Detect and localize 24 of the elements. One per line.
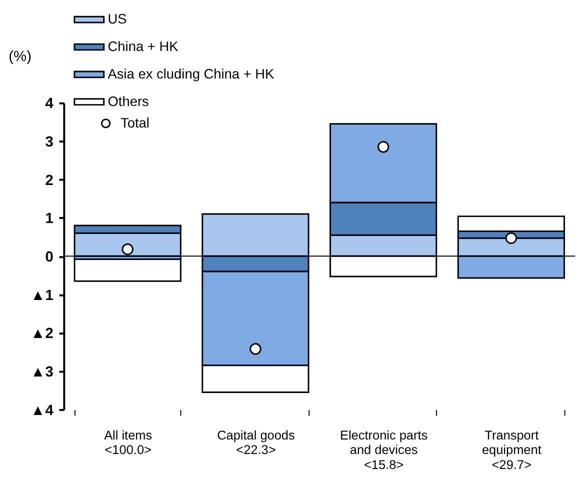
- legend-label: US: [108, 11, 127, 26]
- x-tick-label: Capital goods <22.3>: [217, 427, 295, 458]
- y-tick-label: ▲4: [30, 402, 54, 419]
- x-tick-label: Electronic parts and devices <15.8>: [340, 427, 428, 472]
- legend-label: Asia ex cluding China + HK: [108, 66, 274, 82]
- point: [250, 343, 262, 355]
- legend-label: Total: [120, 115, 150, 130]
- x-tick-label: All items <100.0>: [104, 427, 152, 458]
- y-axis-title: (%): [8, 49, 32, 66]
- x-tick-label: Transport equipment <29.7>: [482, 427, 542, 472]
- legend-label: Others: [108, 94, 150, 109]
- y-tick-label: 3: [45, 134, 54, 151]
- point: [377, 141, 390, 153]
- y-tick-label: 4: [45, 96, 54, 112]
- y-tick-label: 2: [45, 172, 54, 189]
- y-tick-label: ▲2: [30, 326, 54, 342]
- point: [505, 232, 518, 244]
- point: [122, 243, 134, 256]
- y-tick-label: 1: [45, 211, 54, 228]
- y-tick-label: 0: [45, 250, 54, 266]
- y-tick-label: ▲3: [30, 364, 54, 381]
- y-tick-label: ▲1: [30, 288, 54, 304]
- bar: [74, 258, 182, 282]
- legend-label: China + HK: [108, 38, 178, 54]
